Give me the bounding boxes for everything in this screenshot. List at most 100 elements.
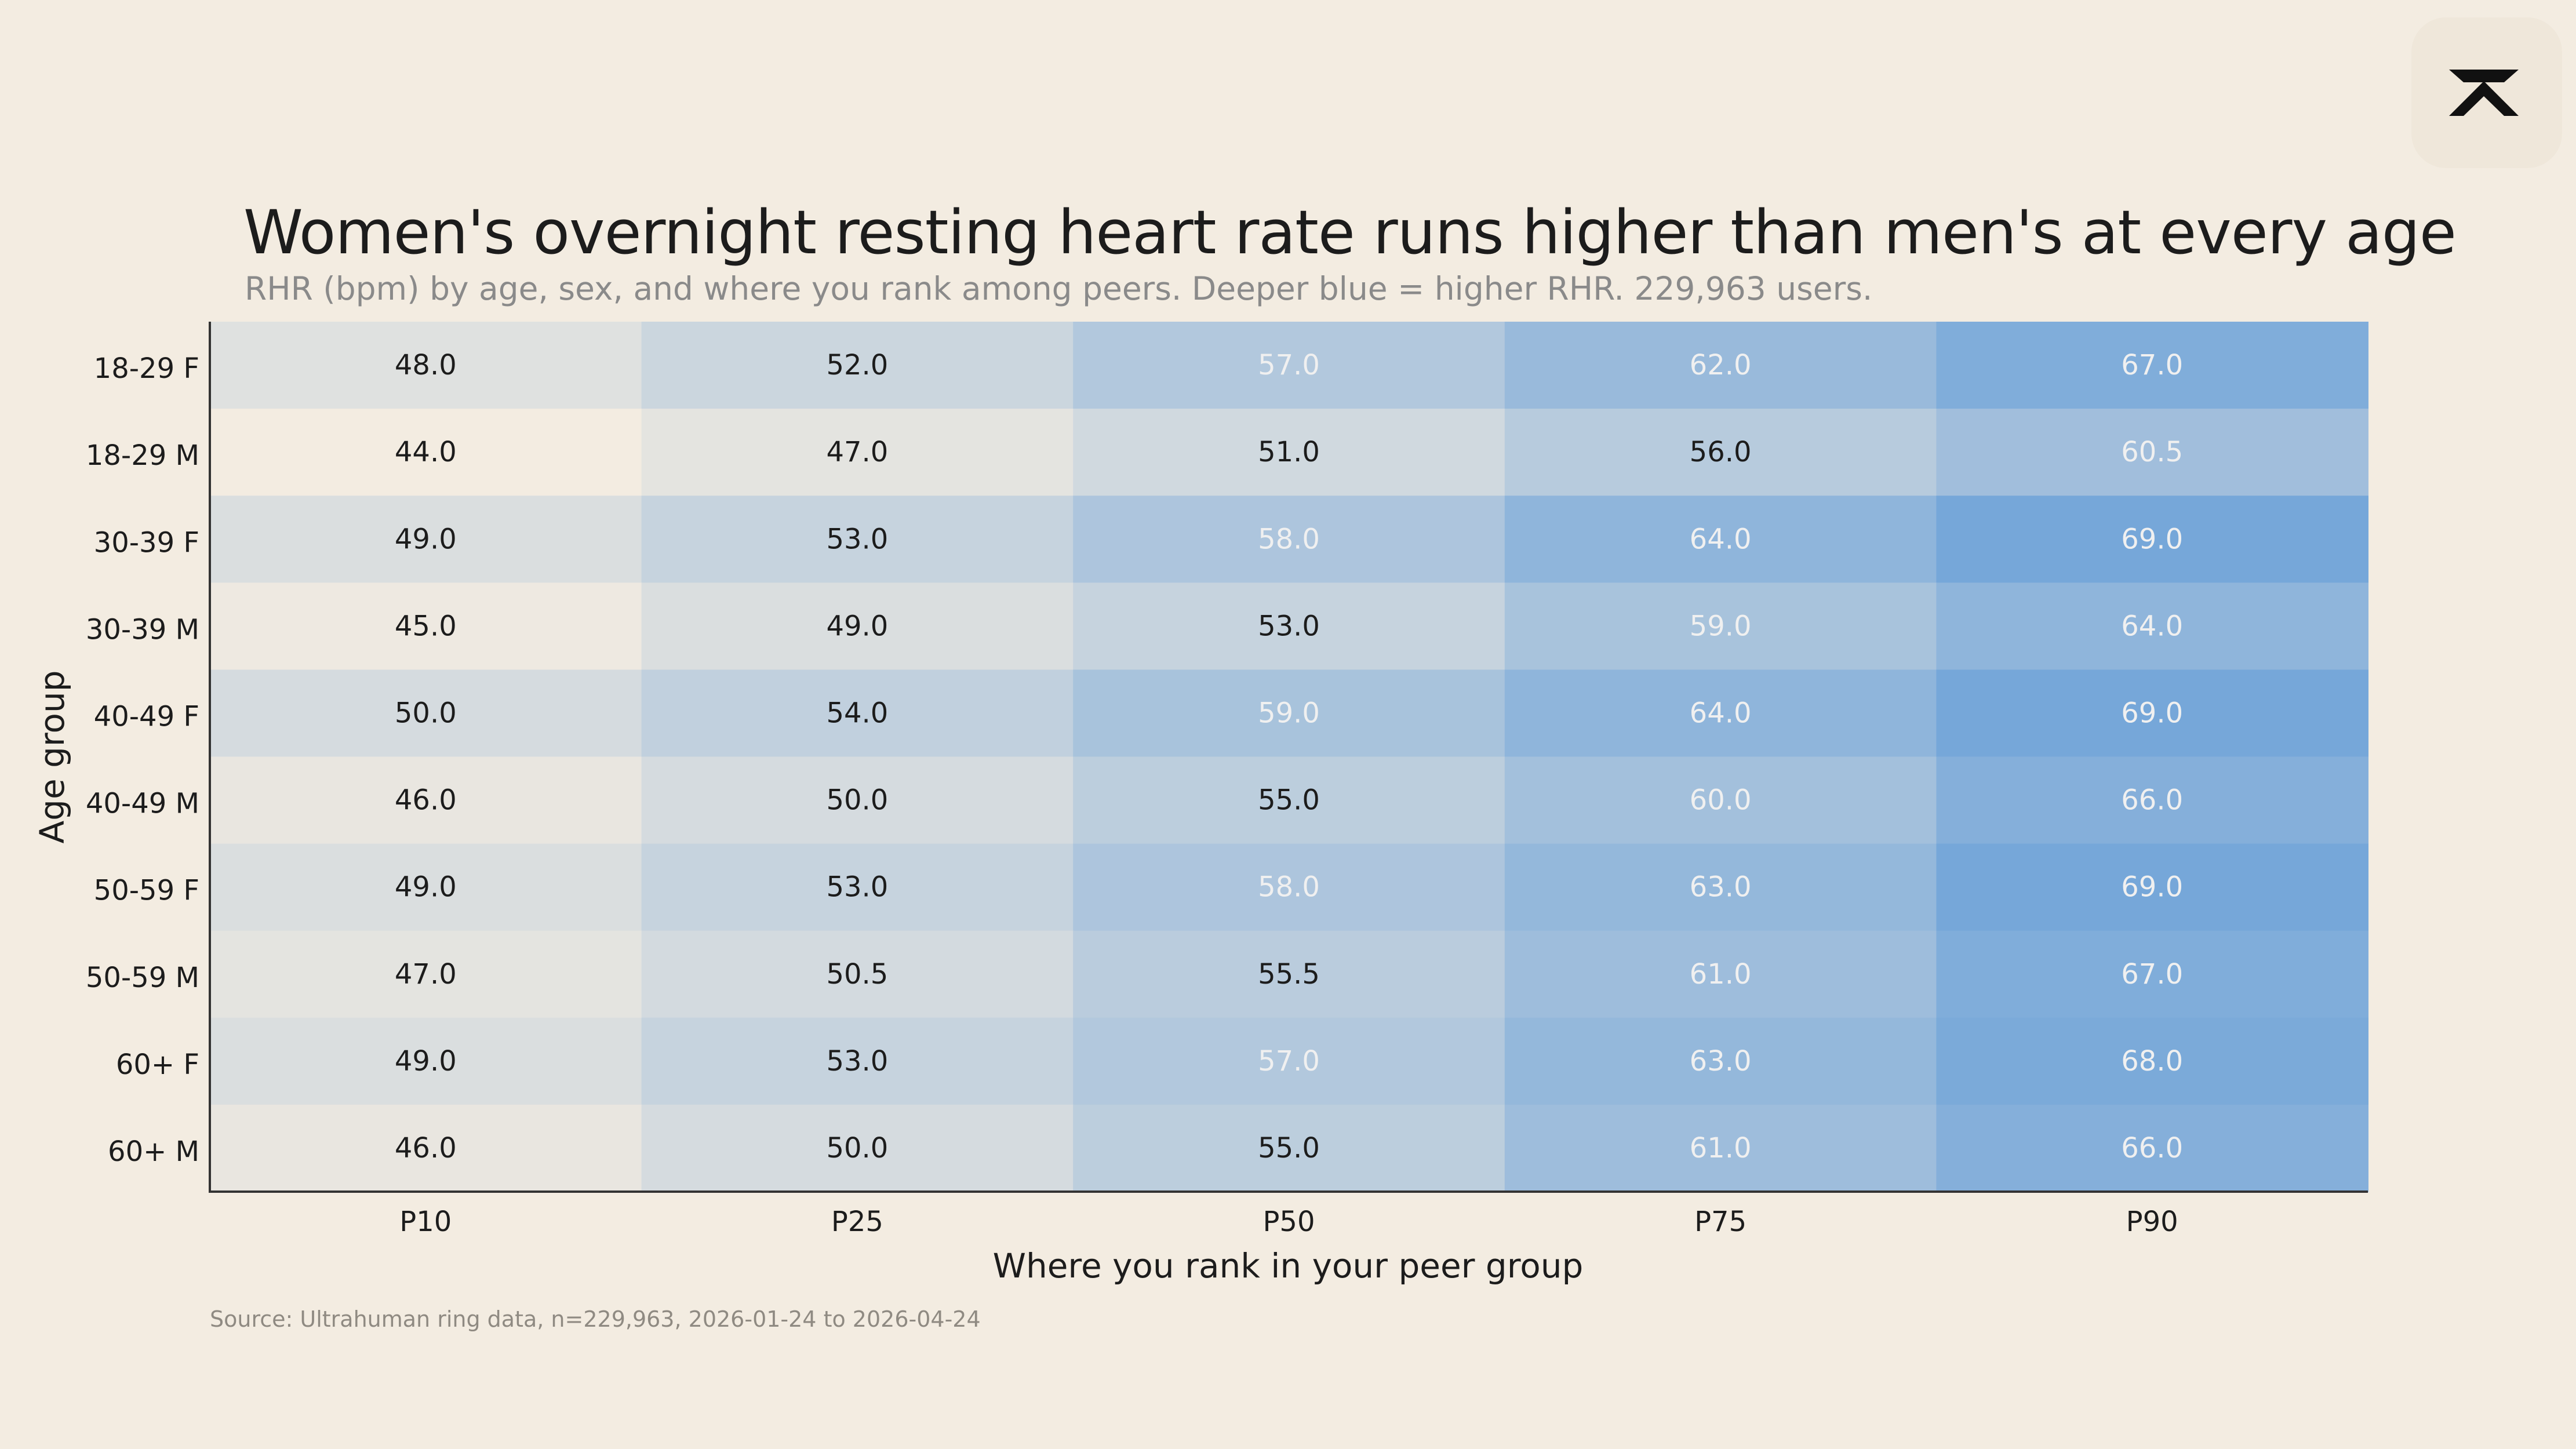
- heatmap-cell: [1504, 1104, 1937, 1192]
- heatmap-cell: [1936, 669, 2368, 758]
- heatmap-cell: [1073, 1104, 1505, 1192]
- cell-value-label: 66.0: [2121, 784, 2183, 817]
- heatmap-cell: [1073, 582, 1505, 671]
- cell-value-label: 57.0: [1258, 349, 1320, 381]
- logo-badge: [2411, 17, 2562, 168]
- heatmap-cell: [1073, 322, 1505, 410]
- cell-value-label: 54.0: [826, 697, 888, 729]
- heatmap-cells: [210, 322, 2368, 1192]
- y-tick-label: 30-39 M: [86, 613, 199, 646]
- y-tick-label: 40-49 M: [86, 788, 199, 820]
- heatmap-cell: [1073, 930, 1505, 1018]
- heatmap-cell: [1504, 843, 1937, 931]
- cell-value-label: 68.0: [2121, 1045, 2183, 1077]
- cell-value-label: 49.0: [395, 1045, 457, 1077]
- heatmap-cell: [641, 930, 1074, 1018]
- cell-value-label: 50.0: [826, 784, 888, 817]
- cell-value-label: 61.0: [1690, 1132, 1752, 1164]
- y-tick-label: 50-59 F: [94, 875, 199, 907]
- cell-value-label: 46.0: [395, 1132, 457, 1164]
- y-tick-label: 60+ M: [108, 1135, 199, 1168]
- heatmap-cell: [1073, 756, 1505, 844]
- heatmap-cell: [1073, 496, 1505, 584]
- heatmap-cell: [1504, 322, 1937, 410]
- x-tick-label: P50: [1262, 1206, 1315, 1238]
- cell-value-label: 47.0: [826, 436, 888, 468]
- heatmap-cell: [641, 1017, 1074, 1105]
- heatmap-cell: [1936, 930, 2368, 1018]
- heatmap-cell: [210, 582, 642, 671]
- heatmap-cell: [1936, 582, 2368, 671]
- cell-value-label: 69.0: [2121, 523, 2183, 555]
- cell-value-label: 48.0: [395, 349, 457, 381]
- x-tick-label: P25: [831, 1206, 883, 1238]
- heatmap-cell: [641, 582, 1074, 671]
- cell-value-label: 45.0: [395, 610, 457, 642]
- cell-value-label: 67.0: [2121, 349, 2183, 381]
- cell-value-label: 60.0: [1690, 784, 1752, 817]
- cell-value-label: 61.0: [1690, 958, 1752, 991]
- heatmap-cell: [210, 669, 642, 758]
- y-tick-label: 60+ F: [116, 1048, 199, 1081]
- cell-value-label: 50.0: [395, 697, 457, 729]
- heatmap-cell: [641, 322, 1074, 410]
- heatmap-cell: [1504, 409, 1937, 497]
- heatmap-cell: [1073, 669, 1505, 758]
- chart-title: Women's overnight resting heart rate run…: [243, 197, 2457, 268]
- heatmap-cell: [210, 409, 642, 497]
- y-tick-label: 50-59 M: [86, 962, 199, 994]
- cell-value-label: 66.0: [2121, 1132, 2183, 1164]
- heatmap-cell: [1936, 1104, 2368, 1192]
- heatmap-cell: [210, 1104, 642, 1192]
- cell-value-label: 49.0: [395, 871, 457, 904]
- cell-value-label: 51.0: [1258, 436, 1320, 468]
- cell-value-label: 53.0: [826, 1045, 888, 1077]
- heatmap-cell: [1504, 930, 1937, 1018]
- cell-value-label: 49.0: [826, 610, 888, 642]
- cell-value-label: 49.0: [395, 523, 457, 555]
- y-tick-label: 18-29 M: [86, 439, 199, 472]
- cell-value-label: 63.0: [1690, 871, 1752, 904]
- cell-value-label: 64.0: [2121, 610, 2183, 642]
- heatmap-cell-labels: 48.0 52.0 57.0 62.0 67.0 44.0 47.0 51.0 56.0 60.5…: [395, 349, 2183, 1164]
- heatmap-cell: [210, 322, 642, 410]
- cell-value-label: 58.0: [1258, 871, 1320, 904]
- cell-value-label: 47.0: [395, 958, 457, 991]
- heatmap-cell: [210, 930, 642, 1018]
- cell-value-label: 55.0: [1258, 784, 1320, 817]
- heatmap-cell: [1936, 1017, 2368, 1105]
- y-axis-tick-labels: 18-29 F 18-29 M 30-39 F 30-39 M 40-49 F 40-49…: [86, 352, 199, 1168]
- y-axis-title: Age group: [32, 670, 72, 844]
- cell-value-label: 59.0: [1258, 697, 1320, 729]
- cell-value-label: 55.0: [1258, 1132, 1320, 1164]
- x-axis-title: Where you rank in your peer group: [992, 1246, 1584, 1286]
- cell-value-label: 64.0: [1690, 523, 1752, 555]
- heatmap-cell: [1504, 1017, 1937, 1105]
- heatmap-cell: [1073, 1017, 1505, 1105]
- cell-value-label: 64.0: [1690, 697, 1752, 729]
- x-tick-label: P90: [2126, 1206, 2178, 1238]
- heatmap-cell: [1936, 843, 2368, 931]
- heatmap-cell: [1073, 409, 1505, 497]
- y-tick-label: 30-39 F: [94, 526, 199, 559]
- heatmap-cell: [641, 756, 1074, 844]
- cell-value-label: 50.0: [826, 1132, 888, 1164]
- cell-value-label: 44.0: [395, 436, 457, 468]
- cell-value-label: 53.0: [826, 523, 888, 555]
- cell-value-label: 69.0: [2121, 871, 2183, 904]
- y-tick-label: 18-29 F: [94, 352, 199, 385]
- cell-value-label: 50.5: [826, 958, 888, 991]
- cell-value-label: 59.0: [1690, 610, 1752, 642]
- heatmap-cell: [1504, 756, 1937, 844]
- y-tick-label: 40-49 F: [94, 700, 199, 733]
- cell-value-label: 62.0: [1690, 349, 1752, 381]
- cell-value-label: 69.0: [2121, 697, 2183, 729]
- heatmap-cell: [1936, 496, 2368, 584]
- heatmap-cell: [1936, 409, 2368, 497]
- ultrahuman-logo-icon: [2449, 70, 2519, 116]
- cell-value-label: 53.0: [826, 871, 888, 904]
- heatmap-cell: [1504, 669, 1937, 758]
- heatmap-cell: [641, 843, 1074, 931]
- cell-value-label: 67.0: [2121, 958, 2183, 991]
